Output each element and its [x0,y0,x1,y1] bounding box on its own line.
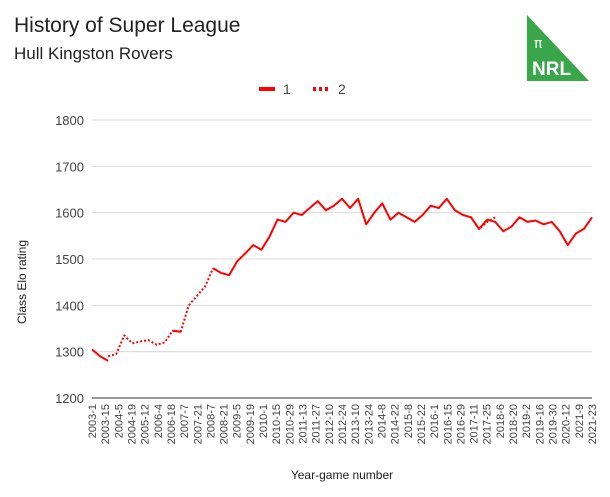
logo-symbol: π [534,36,543,52]
x-tick-label: 2008-7 [205,404,217,438]
legend-label-2: 2 [338,81,346,97]
series-lines [91,197,593,362]
x-tick-label: 2018-20 [508,404,520,444]
y-tick-label: 1700 [55,159,84,174]
x-tick-label: 2008-21 [219,404,231,444]
nrl-logo: π NRL [527,15,589,81]
x-tick-label: 2011-13 [298,404,310,444]
legend: 1 2 [259,81,346,97]
x-tick-label: 2012-24 [337,404,349,444]
x-tick-label: 2013-24 [363,404,375,444]
x-axis-label: Year-game number [291,468,393,482]
chart-title: History of Super League [14,14,241,37]
x-tick-label: 2015-22 [416,404,428,444]
x-tick-label: 2021-23 [587,404,599,444]
x-tick-label: 2013-10 [350,404,362,444]
x-tick-label: 2016-15 [442,404,454,444]
x-tick-label: 2019-16 [534,404,546,444]
series-line-1 [91,197,593,362]
y-tick-label: 1200 [55,391,84,406]
x-tick-label: 2006-4 [153,404,165,438]
x-tick-label: 2018-6 [495,404,507,438]
x-tick-label: 2004-19 [126,404,138,444]
y-tick-label: 1500 [55,252,84,267]
y-axis-ticks: 1200 1300 1400 1500 1600 1700 1800 [55,113,84,406]
x-tick-label: 2015-8 [403,404,415,438]
x-tick-label: 2005-12 [140,404,152,444]
x-tick-label: 2019-30 [548,404,560,444]
x-tick-label: 2020-12 [561,404,573,444]
y-tick-label: 1800 [55,113,84,128]
legend-label-1: 1 [283,81,291,97]
x-tick-label: 2021-9 [574,404,586,438]
series-line-2 [107,216,496,358]
x-tick-label: 2011-27 [311,404,323,444]
x-tick-label: 2006-18 [166,404,178,444]
y-tick-label: 1300 [55,345,84,360]
x-axis-ticks: 2003-1 2003-15 2004-5 2004-19 2005-12 2006-4 2… [87,404,599,444]
x-tick-label: 2014-8 [376,404,388,438]
x-tick-label: 2003-1 [87,404,99,438]
grid-lines [92,119,592,399]
x-tick-label: 2010-29 [284,404,296,444]
x-tick-label: 2007-21 [192,404,204,444]
x-tick-label: 2003-15 [100,404,112,444]
x-tick-label: 2017-25 [482,404,494,444]
logo-text: NRL [532,59,571,80]
x-tick-label: 2010-1 [258,404,270,438]
x-tick-label: 2017-11 [469,404,481,444]
x-tick-label: 2019-2 [521,404,533,438]
x-tick-label: 2007-7 [179,404,191,438]
x-tick-label: 2010-15 [271,404,283,444]
y-tick-label: 1600 [55,206,84,221]
x-tick-label: 2004-5 [113,404,125,438]
x-tick-label: 2016-29 [455,404,467,444]
x-tick-label: 2009-19 [245,404,257,444]
chart-subtitle: Hull Kingston Rovers [14,44,173,63]
x-tick-label: 2014-22 [390,404,402,444]
x-tick-label: 2012-10 [324,404,336,444]
y-axis-label: Class Elo rating [15,240,29,324]
x-tick-label: 2016-1 [429,404,441,438]
x-tick-label: 2009-5 [232,404,244,438]
y-tick-label: 1400 [55,298,84,313]
